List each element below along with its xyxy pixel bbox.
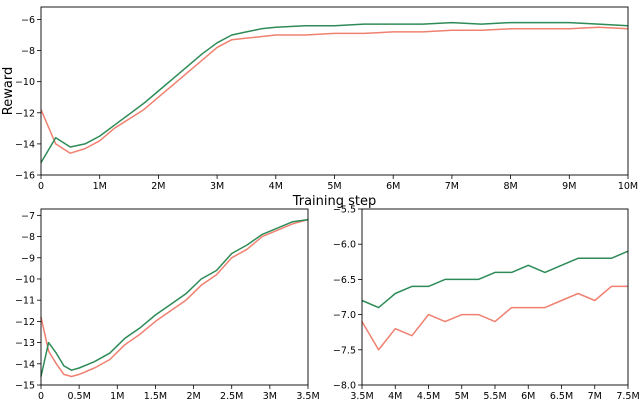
y-tick-label: −16 [15,171,35,182]
series-line-2 [40,218,309,377]
x-tick-label: 3.5M [350,391,373,401]
y-tick-label: −13 [15,338,35,349]
x-tick-label: 1M [93,181,107,192]
series-line-2 [40,21,629,163]
plot-frame [40,6,629,176]
y-tick-label: −14 [15,139,35,150]
y-tick-label: −14 [15,359,35,370]
x-tick-label: 6M [521,391,535,401]
x-tick-label: 7M [445,181,459,192]
y-tick-label: −6 [21,15,35,26]
y-tick-label: −7.5 [333,345,356,356]
x-tick-label: 5M [327,181,341,192]
x-tick-label: 1.5M [144,391,167,401]
y-tick-label: −9 [21,253,35,264]
y-tick-label: −12 [15,317,35,328]
x-tick-label: 4M [388,391,402,401]
x-tick-label: 0 [38,391,44,401]
x-tick-label: 2M [186,391,200,401]
x-tick-label: 2.5M [220,391,243,401]
x-tick-label: 6M [386,181,400,192]
series-line-1 [361,285,628,351]
x-tick-label: 3M [263,391,277,401]
x-tick-label: 9M [562,181,576,192]
x-tick-label: 4M [269,181,283,192]
x-tick-label: 4.5M [417,391,440,401]
x-tick-label: 5M [455,391,469,401]
y-tick-label: −7.0 [333,310,356,321]
series-line-2 [361,250,629,309]
series-line-1 [40,26,629,154]
y-tick-label: −6.0 [333,240,356,251]
x-tick-label: 2M [151,181,165,192]
y-tick-label: −8 [21,46,35,57]
y-axis-label: Reward [1,67,16,115]
y-tick-label: −11 [15,296,35,307]
chart-top-panel: 0 1M 2M 3M 4M 5M 6M 7M 8M 9M 10M −16 −14 −12 −10 −8 −6 Tr… [1,6,638,209]
x-tick-label: 3.5M [296,391,319,401]
y-tick-label: −8 [21,232,35,243]
x-tick-label: 0 [38,181,44,192]
y-tick-label: −8.0 [333,381,356,392]
x-tick-label: 8M [503,181,517,192]
y-tick-label: −6.5 [333,275,356,286]
x-tick-label: 6.5M [550,391,573,401]
x-tick-label: 3M [210,181,224,192]
plot-frame [40,208,309,386]
x-tick-label: 10M [618,181,638,192]
y-tick-label: −12 [15,108,35,119]
y-tick-label: −10 [15,77,35,88]
x-tick-label: 0.5M [67,391,90,401]
y-tick-label: −15 [15,381,35,392]
y-tick-label: −10 [15,274,35,285]
chart-bottom-left-panel: 0 0.5M 1M 1.5M 2M 2.5M 3M 3.5M −15 −14 −13 −12 −11 −1… [15,208,320,401]
y-tick-label: −5.5 [333,205,356,216]
y-tick-label: −7 [21,211,35,222]
x-tick-label: 5.5M [483,391,506,401]
x-axis-label: Training step [292,194,377,209]
series-line-1 [40,218,309,378]
x-tick-label: 1M [110,391,124,401]
x-tick-label: 7M [588,391,602,401]
chart-bottom-right-panel: 3.5M 4M 4.5M 5M 5.5M 6M 6.5M 7M 7.5M −8.0 −7.5 −7.0… [333,205,640,401]
x-tick-label: 7.5M [616,391,639,401]
